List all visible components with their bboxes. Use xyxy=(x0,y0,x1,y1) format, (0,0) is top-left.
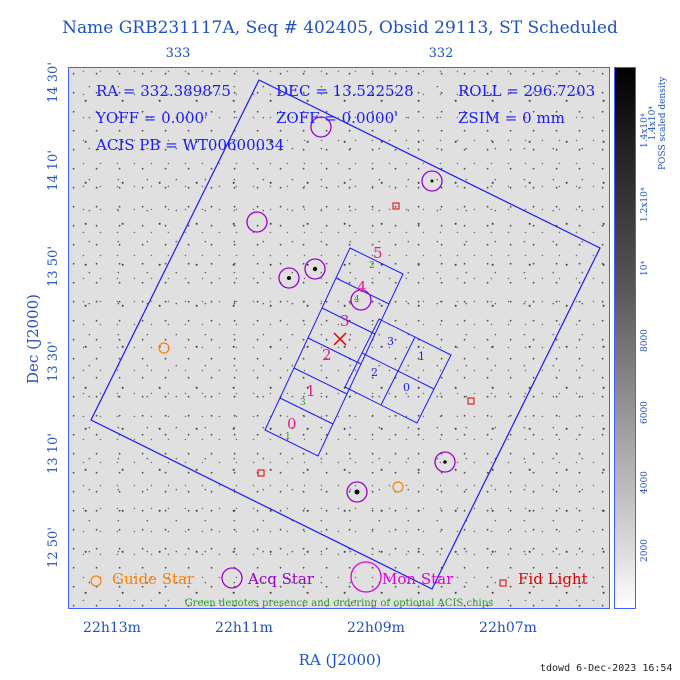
dec-tick-1310: 13 10' xyxy=(45,433,61,474)
zsim-readout: ZSIM = 0 mm xyxy=(458,109,565,127)
acis-s-array xyxy=(264,247,404,457)
fov-outline xyxy=(90,79,601,590)
colorbar-tick-10000: 10⁴ xyxy=(640,260,650,276)
ra-tick-22h11m: 22h11m xyxy=(215,620,273,636)
field-overlay xyxy=(90,79,601,593)
chip-label-2: 2 xyxy=(322,346,332,364)
dec-tick-1430: 14 30' xyxy=(45,62,61,103)
acis-i-chip-3: 3 xyxy=(387,335,394,348)
acq-star-icon xyxy=(246,211,268,233)
chip-divider xyxy=(279,397,334,425)
legend-fid-icon xyxy=(499,579,507,587)
acis-pb-readout: ACIS PB = WT00600034 xyxy=(96,136,285,154)
acis-i-chip-0: 0 xyxy=(403,381,410,394)
colorbar-label: 1.4x10⁴ POSS scaled density xyxy=(648,77,668,170)
acq-star-icon xyxy=(346,481,368,503)
dec-tick-1350: 13 50' xyxy=(45,246,61,287)
legend-fid-label: Fid Light xyxy=(518,570,588,588)
legend-acq-label: Acq Star xyxy=(248,570,315,588)
yoff-readout: YOFF = 0.000' xyxy=(96,109,209,127)
legend-mon-icon xyxy=(350,561,382,593)
ra-tick-22h07m: 22h07m xyxy=(479,620,537,636)
chip-label-3: 3 xyxy=(340,312,350,330)
optional-chip-3: 3 xyxy=(300,398,306,408)
colorbar xyxy=(614,67,636,609)
guide-stars xyxy=(158,342,404,493)
aimpoint-x-icon xyxy=(333,332,347,346)
chip-divider xyxy=(307,337,362,365)
y-axis-label: Dec (J2000) xyxy=(23,294,42,384)
acq-star-icon xyxy=(310,116,332,138)
footnote: Green denotes presence and ordering of o… xyxy=(184,598,494,609)
chip-divider xyxy=(321,307,376,335)
guide-star-icon xyxy=(158,342,170,354)
chip-label-4: 4 xyxy=(357,278,367,296)
optional-chip-1: 1 xyxy=(285,432,291,442)
legend-guide-icon xyxy=(90,575,102,587)
acis-i-outline xyxy=(344,318,452,424)
ra-readout: RA = 332.389875 xyxy=(96,82,231,100)
optional-chip-4: 4 xyxy=(354,295,360,305)
chip-divider xyxy=(361,352,435,390)
ra-tick-22h13m: 22h13m xyxy=(83,620,141,636)
colorbar-tick-12000: 1.2x10⁴ xyxy=(640,187,650,222)
chip-label-0: 0 xyxy=(287,415,297,433)
acq-star-points xyxy=(287,179,447,495)
colorbar-tick-4000: 4000 xyxy=(640,471,650,494)
top-tick-333: 333 xyxy=(165,46,191,61)
legend-acq-icon xyxy=(221,567,243,589)
legend-symbols xyxy=(90,561,507,593)
acq-star-icon xyxy=(304,258,326,280)
fid-lights xyxy=(257,202,475,477)
x-axis-label: RA (J2000) xyxy=(298,651,382,669)
legend-mon-label: Mon Star xyxy=(382,570,454,588)
chip-divider xyxy=(335,277,390,305)
acis-i-array xyxy=(344,318,452,424)
chip-divider xyxy=(293,367,348,395)
ra-tick-22h09m: 22h09m xyxy=(347,620,405,636)
fid-light-icon xyxy=(392,202,400,210)
legend-guide-label: Guide Star xyxy=(112,570,195,588)
acis-i-chip-1: 1 xyxy=(418,350,425,363)
acis-i-chip-2: 2 xyxy=(371,366,378,379)
acis-s-outline xyxy=(264,247,404,457)
timestamp: tdowd 6-Dec-2023 16:54 xyxy=(540,663,673,674)
optional-chip-2: 2 xyxy=(369,261,375,271)
colorbar-label-line1: 1.4x10⁴ xyxy=(648,106,658,141)
colorbar-tick-2000: 2000 xyxy=(640,539,650,562)
chip-label-5: 5 xyxy=(373,244,383,262)
zoff-readout: ZOFF = 0.0000' xyxy=(276,109,399,127)
fid-light-icon xyxy=(467,397,475,405)
dec-tick-1330: 13 30' xyxy=(45,341,61,382)
chip-label-1: 1 xyxy=(306,382,316,400)
acq-star-icon xyxy=(350,289,372,311)
dec-readout: DEC = 13.522528 xyxy=(276,82,414,100)
colorbar-tick-8000: 8000 xyxy=(640,329,650,352)
dec-tick-1250: 12 50' xyxy=(45,527,61,568)
acq-stars xyxy=(246,116,456,503)
acq-star-icon xyxy=(421,170,443,192)
top-tick-332: 332 xyxy=(428,46,454,61)
colorbar-label-line2: POSS scaled density xyxy=(658,76,668,170)
dec-tick-1410: 14 10' xyxy=(45,150,61,191)
colorbar-tick-6000: 6000 xyxy=(640,401,650,424)
roll-readout: ROLL = 296.7203 xyxy=(458,82,596,100)
acq-star-icon xyxy=(278,267,300,289)
acq-star-icon xyxy=(434,451,456,473)
guide-star-icon xyxy=(392,481,404,493)
plot-title: Name GRB231117A, Seq # 402405, Obsid 291… xyxy=(62,18,618,38)
fid-light-icon xyxy=(257,469,265,477)
